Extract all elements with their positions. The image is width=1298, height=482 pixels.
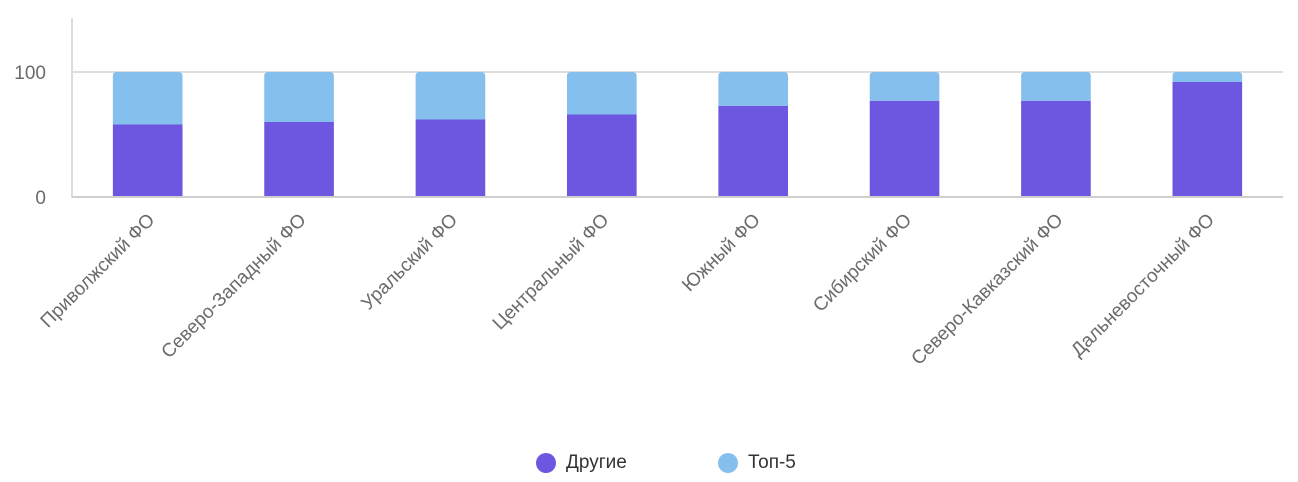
bar-segment-drugie-4[interactable] — [718, 105, 789, 197]
x-tick-label: Уральский ФО — [357, 210, 462, 315]
bar-segment-drugie-6[interactable] — [1021, 100, 1091, 197]
x-tick-label: Центральный ФО — [489, 210, 614, 335]
bar-segment-top5-4[interactable] — [718, 72, 789, 106]
x-tick-label: Дальневосточный ФО — [1067, 210, 1218, 361]
bar-segment-drugie-2[interactable] — [415, 119, 486, 198]
legend-item-top5[interactable]: Топ-5 — [718, 452, 796, 474]
x-tick-label: Южный ФО — [678, 210, 764, 296]
legend-item-drugie[interactable]: Другие — [536, 452, 627, 474]
x-tick-label: Приволжский ФО — [37, 210, 159, 332]
bar-segment-top5-1[interactable] — [264, 72, 334, 122]
bar-segment-drugie-1[interactable] — [264, 122, 334, 197]
y-tick-label: 100 — [14, 63, 46, 84]
legend-swatch-top5 — [718, 453, 738, 473]
bar-segment-top5-3[interactable] — [566, 72, 637, 115]
x-tick-label: Северо-Западный ФО — [158, 210, 311, 363]
bar-segment-top5-5[interactable] — [869, 72, 940, 101]
legend-label-drugie: Другие — [566, 452, 627, 473]
bar-segment-top5-6[interactable] — [1021, 72, 1091, 101]
legend-label-top5: Топ-5 — [748, 452, 796, 473]
x-tick-label: Северо-Кавказский ФО — [908, 210, 1068, 370]
bar-segment-top5-0[interactable] — [112, 72, 183, 125]
y-tick-label: 0 — [35, 188, 46, 209]
bar-segment-drugie-5[interactable] — [869, 100, 940, 197]
legend: Другие Топ-5 — [0, 452, 1298, 482]
x-tick-label: Сибирский ФО — [809, 210, 916, 317]
bar-segment-drugie-3[interactable] — [566, 114, 637, 198]
legend-swatch-drugie — [536, 453, 556, 473]
bar-segment-top5-2[interactable] — [415, 72, 486, 120]
bar-segment-drugie-7[interactable] — [1172, 82, 1243, 197]
bar-segment-top5-7[interactable] — [1172, 72, 1243, 82]
bar-segment-drugie-0[interactable] — [112, 124, 183, 198]
